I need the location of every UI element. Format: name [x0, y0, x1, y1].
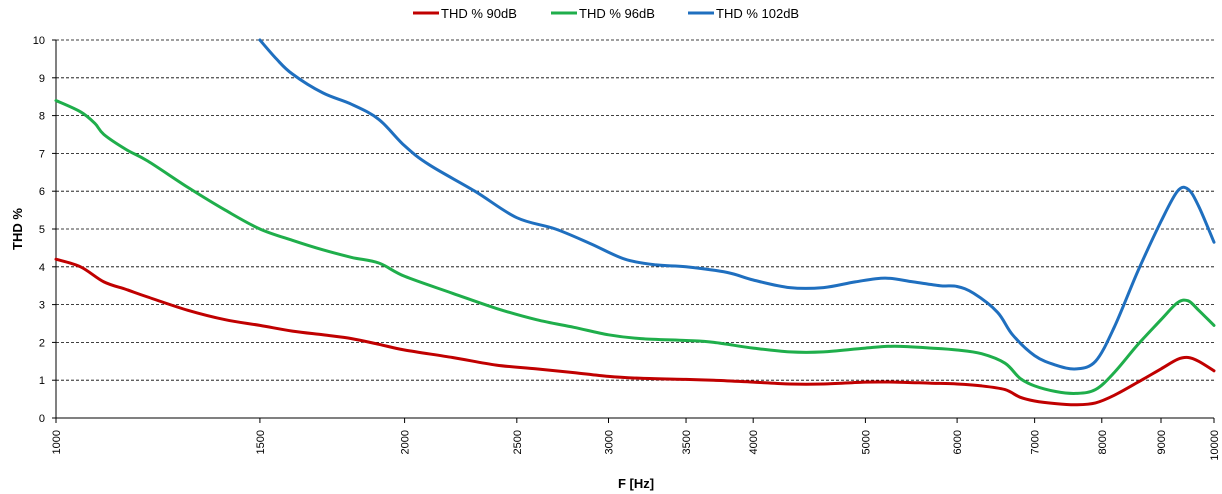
y-tick-label-0: 0 [39, 413, 45, 425]
y-tick-label-4: 4 [39, 262, 45, 274]
y-tick-label-8: 8 [39, 111, 45, 123]
y-tick-label-6: 6 [39, 186, 45, 198]
axes [55, 40, 1214, 419]
x-tick-labels: 1000 1500 2000 2500 3000 3500 4000 5000 6000 7000… [51, 430, 1221, 461]
gridlines [52, 39, 1215, 423]
legend-label-2: THD % 96dB [579, 6, 655, 21]
x-tick-label-6000: 6000 [952, 430, 964, 454]
y-tick-labels: 0 1 2 3 4 5 6 7 8 9 10 [33, 35, 45, 425]
x-tick-label-8000: 8000 [1097, 430, 1109, 454]
x-tick-label-3000: 3000 [604, 430, 616, 454]
y-tick-label-9: 9 [39, 73, 45, 85]
series-line-1 [54, 257, 1216, 407]
x-tick-label-4000: 4000 [748, 430, 760, 454]
series-line-3 [258, 38, 1216, 371]
y-axis-title: THD % [10, 208, 25, 250]
x-tick-label-1000: 1000 [51, 430, 63, 454]
x-tick-label-2500: 2500 [512, 430, 524, 454]
legend: THD % 90dB THD % 96dB THD % 102dB [413, 6, 799, 21]
x-tick-label-2000: 2000 [400, 430, 412, 454]
y-tick-label-2: 2 [39, 337, 45, 349]
y-tick-label-5: 5 [39, 224, 45, 236]
x-tick-label-1500: 1500 [255, 430, 267, 454]
y-tick-label-7: 7 [39, 148, 45, 160]
legend-label-1: THD % 90dB [441, 6, 517, 21]
x-tick-label-7000: 7000 [1030, 430, 1042, 454]
y-tick-label-1: 1 [39, 375, 45, 387]
x-tick-label-10000: 10000 [1209, 430, 1221, 461]
y-tick-label-3: 3 [39, 300, 45, 312]
y-tick-label-10: 10 [33, 35, 45, 47]
series-lines [54, 38, 1216, 407]
legend-label-3: THD % 102dB [716, 6, 799, 21]
x-tick-label-5000: 5000 [860, 430, 872, 454]
x-tick-label-3500: 3500 [681, 430, 693, 454]
series-line-2 [54, 99, 1216, 395]
x-axis-title: F [Hz] [618, 476, 654, 491]
x-tick-label-9000: 9000 [1156, 430, 1168, 454]
